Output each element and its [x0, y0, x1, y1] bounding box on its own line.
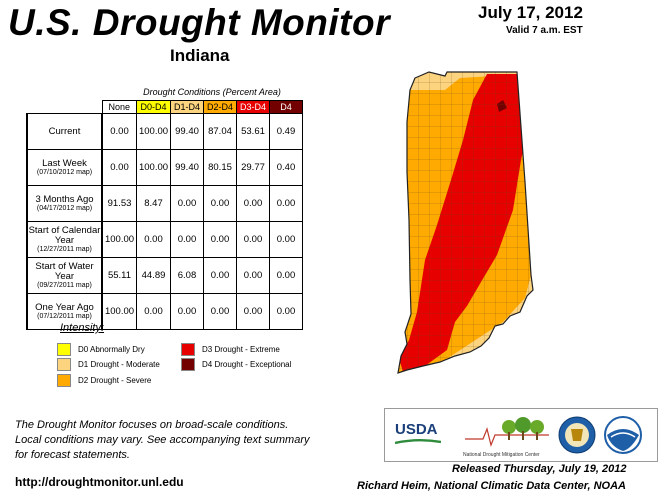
value-d4: 0.00 — [269, 221, 303, 258]
value-d0-d4: 100.00 — [136, 113, 171, 150]
value-d1-d4: 99.40 — [170, 113, 204, 150]
col-none: None — [101, 100, 137, 114]
value-d3-d4: 0.00 — [236, 293, 270, 330]
value-none: 100.00 — [101, 293, 137, 330]
noaa-seal-icon — [604, 416, 642, 454]
value-d3-d4: 0.00 — [236, 257, 270, 294]
table-caption: Drought Conditions (Percent Area) — [143, 87, 281, 97]
value-d3-d4: 0.00 — [236, 185, 270, 222]
row-label: Start of Calendar Year (12/27/2011 map) — [26, 221, 103, 258]
legend-swatch-d1 — [57, 358, 71, 371]
state-outline — [397, 71, 534, 374]
state-name: Indiana — [170, 46, 230, 65]
value-none: 0.00 — [101, 149, 137, 186]
value-d3-d4: 29.77 — [236, 149, 270, 186]
value-d0-d4: 0.00 — [136, 293, 171, 330]
table-row: Start of Calendar Year (12/27/2011 map) 1… — [26, 221, 303, 258]
col-d2-d4: D2-D4 — [203, 100, 237, 114]
value-none: 91.53 — [101, 185, 137, 222]
table-row: 3 Months Ago (04/17/2012 map) 91.53 8.47 … — [26, 185, 303, 222]
value-d1-d4: 0.00 — [170, 221, 204, 258]
value-d4: 0.40 — [269, 149, 303, 186]
value-d2-d4: 0.00 — [203, 221, 237, 258]
value-d0-d4: 0.00 — [136, 221, 171, 258]
value-d4: 0.00 — [269, 185, 303, 222]
value-none: 100.00 — [101, 221, 137, 258]
value-d4: 0.49 — [269, 113, 303, 150]
ndmc-logo: National Drought Mitigation Center — [463, 415, 551, 458]
author-credit: Richard Heim, National Climatic Data Cen… — [357, 480, 626, 492]
legend-label-d3: D3 Drought - Extreme — [202, 345, 280, 354]
col-d1-d4: D1-D4 — [170, 100, 204, 114]
header-blank — [27, 101, 102, 114]
map-date: July 17, 2012 — [478, 3, 583, 22]
legend-label-d4: D4 Drought - Exceptional — [202, 360, 292, 369]
value-d1-d4: 99.40 — [170, 149, 204, 186]
release-date: Released Thursday, July 19, 2012 — [452, 463, 627, 475]
value-d2-d4: 0.00 — [203, 185, 237, 222]
value-d4: 0.00 — [269, 293, 303, 330]
value-d0-d4: 8.47 — [136, 185, 171, 222]
col-d4: D4 — [269, 100, 303, 114]
legend-title: Intensity: — [60, 322, 105, 334]
value-d1-d4: 0.00 — [170, 293, 204, 330]
ndmc-trees-icon — [465, 417, 549, 447]
value-d3-d4: 53.61 — [236, 113, 270, 150]
legend-swatch-d3 — [181, 343, 195, 356]
doc-seal-icon — [558, 416, 596, 454]
value-d2-d4: 0.00 — [203, 293, 237, 330]
value-d4: 0.00 — [269, 257, 303, 294]
row-label: One Year Ago (07/12/2011 map) — [26, 293, 103, 330]
value-d1-d4: 0.00 — [170, 185, 204, 222]
row-label: Current — [26, 113, 103, 150]
value-d1-d4: 6.08 — [170, 257, 204, 294]
table-row: One Year Ago (07/12/2011 map) 100.00 0.00… — [26, 293, 303, 330]
table-row: Current 0.00 100.00 99.40 87.04 53.61 0.… — [26, 113, 303, 150]
website-link[interactable]: http://droughtmonitor.unl.edu — [15, 475, 184, 489]
value-d2-d4: 87.04 — [203, 113, 237, 150]
legend-label-d2: D2 Drought - Severe — [78, 376, 152, 385]
valid-time: Valid 7 a.m. EST — [506, 25, 583, 36]
legend-swatch-d4 — [181, 358, 195, 371]
value-d0-d4: 100.00 — [136, 149, 171, 186]
table-row: Last Week (07/10/2012 map) 0.00 100.00 99… — [26, 149, 303, 186]
disclaimer-note: The Drought Monitor focuses on broad-sca… — [15, 419, 310, 461]
value-d2-d4: 0.00 — [203, 257, 237, 294]
value-d0-d4: 44.89 — [136, 257, 171, 294]
col-d3-d4: D3-D4 — [236, 100, 270, 114]
drought-conditions-table: None D0-D4 D1-D4 D2-D4 D3-D4 D4 Current … — [26, 100, 303, 330]
value-none: 55.11 — [101, 257, 137, 294]
value-none: 0.00 — [101, 113, 137, 150]
col-d0-d4: D0-D4 — [136, 100, 171, 114]
table-row: Start of Water Year (09/27/2011 map) 55.1… — [26, 257, 303, 294]
legend-label-d0: D0 Abnormally Dry — [78, 345, 145, 354]
legend-swatch-d0 — [57, 343, 71, 356]
legend-label-d1: D1 Drought - Moderate — [78, 360, 160, 369]
usda-swoosh-icon — [395, 439, 441, 445]
row-label: 3 Months Ago (04/17/2012 map) — [26, 185, 103, 222]
map-title: U.S. Drought Monitor — [8, 2, 390, 43]
legend-swatch-d2 — [57, 374, 71, 387]
table-header-row: None D0-D4 D1-D4 D2-D4 D3-D4 D4 — [27, 100, 303, 114]
value-d3-d4: 0.00 — [236, 221, 270, 258]
indiana-drought-map — [397, 71, 534, 374]
value-d2-d4: 80.15 — [203, 149, 237, 186]
usda-logo: USDA — [395, 421, 441, 445]
row-label: Start of Water Year (09/27/2011 map) — [26, 257, 103, 294]
partner-logos: USDA National Drought Mitigation Center — [384, 408, 658, 462]
row-label: Last Week (07/10/2012 map) — [26, 149, 103, 186]
